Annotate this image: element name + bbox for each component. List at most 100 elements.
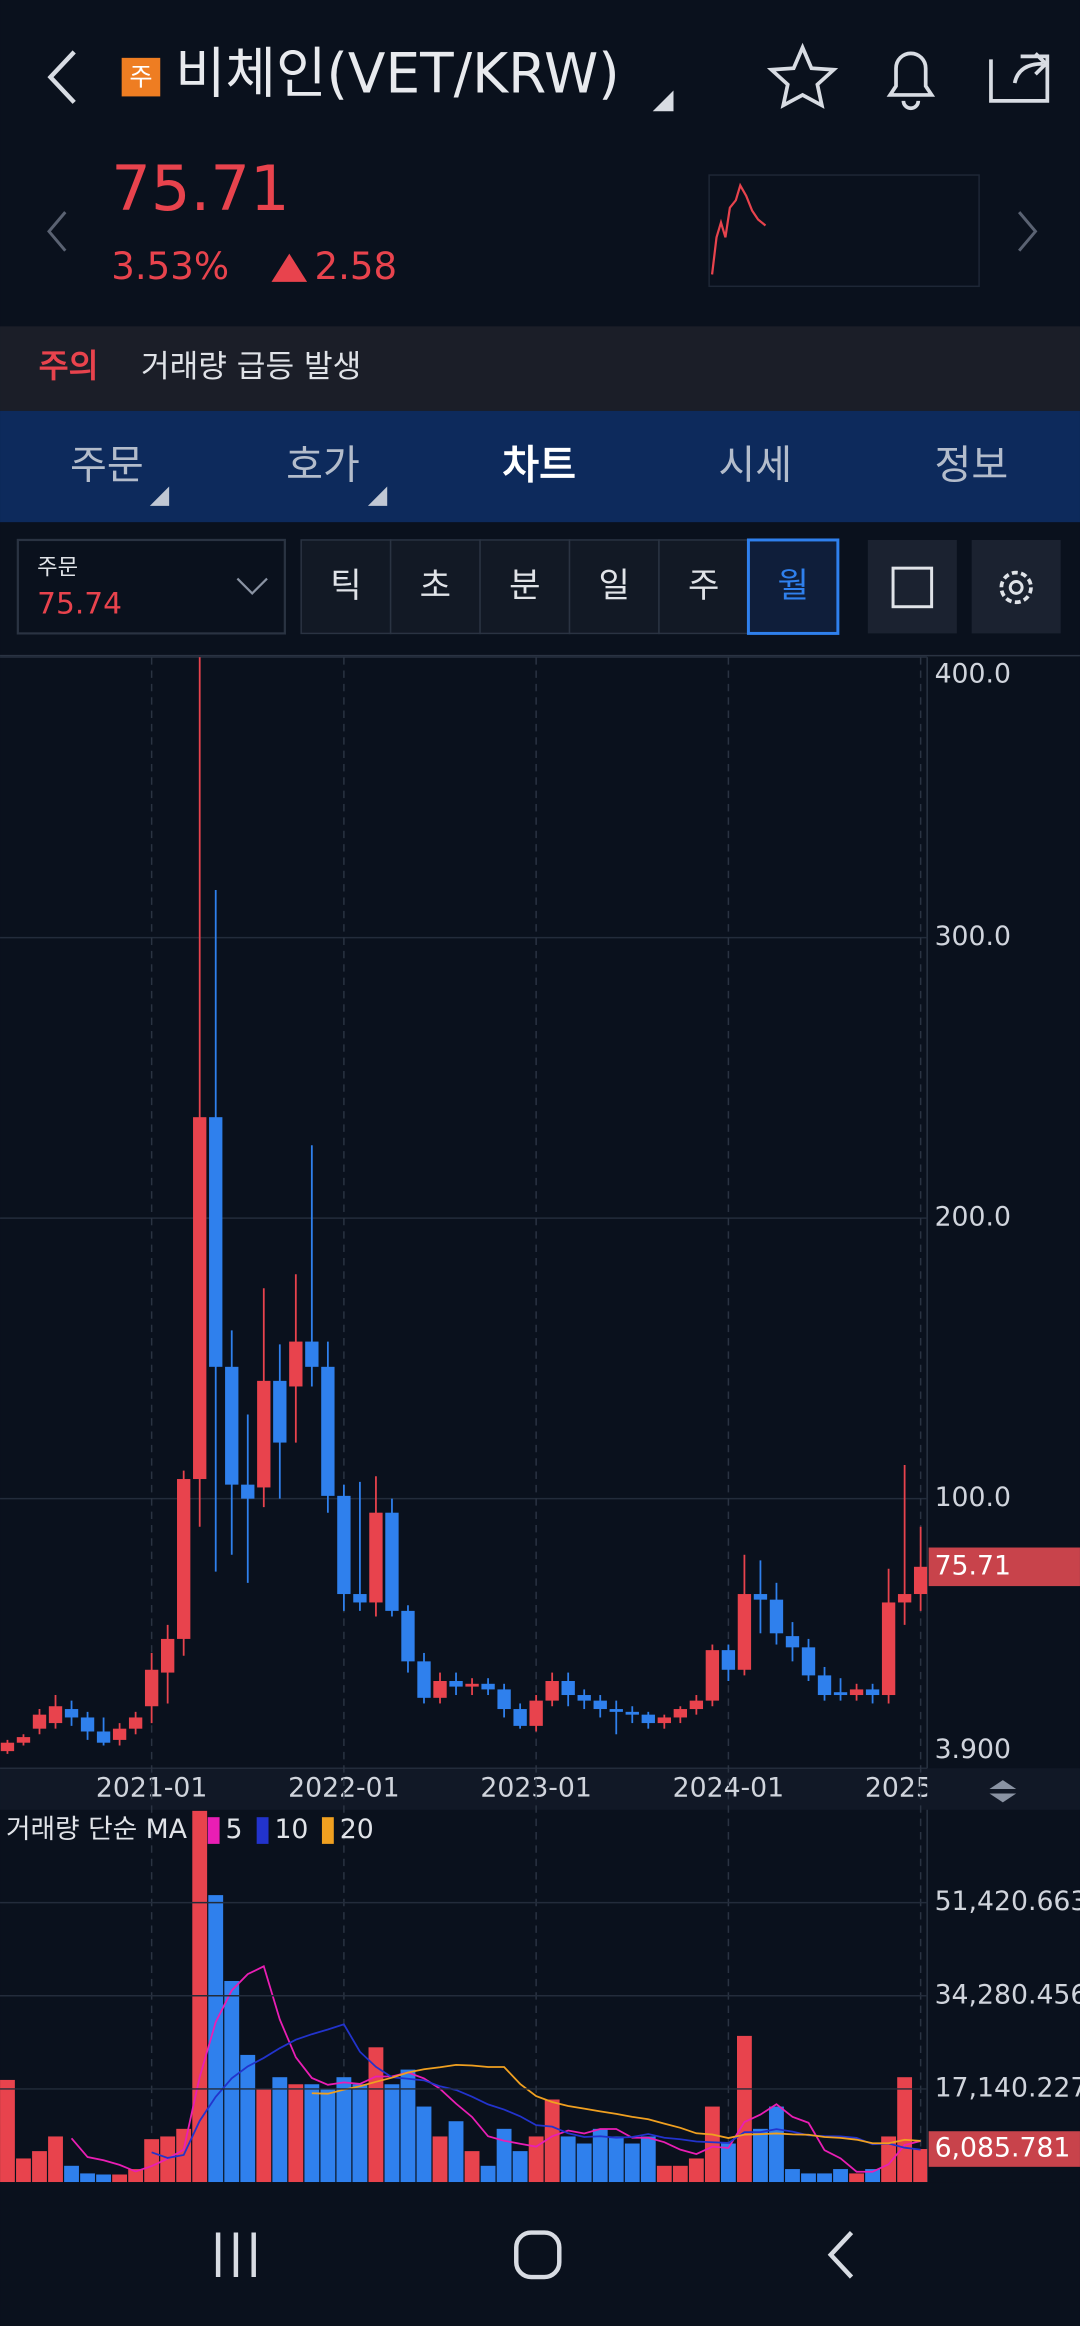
resize-handle[interactable] [989,1780,1017,1803]
volume-bar [496,2128,512,2183]
candle-body [433,1680,447,1698]
candle-body [689,1700,704,1710]
volume-bar [913,2149,928,2183]
settings-icon [999,570,1033,605]
y-tick-label: 200.0 [935,1202,1011,1233]
tab[interactable]: 정보 [935,442,1009,488]
volume-bar [833,2169,848,2183]
volume-bar [897,2077,913,2183]
volume-bar [144,2139,160,2183]
alarm-icon[interactable] [886,51,936,111]
back-button[interactable] [47,50,76,104]
volume-title: 거래량 단순 MA [6,1814,188,1845]
candle-body [337,1495,351,1595]
mini-chart [708,174,980,288]
candle-body [497,1689,511,1710]
recent-apps[interactable] [215,2232,256,2278]
tab[interactable]: 시세 [718,442,792,488]
candle-body [144,1669,159,1707]
candle-body [641,1714,655,1724]
candle-body [913,1566,928,1595]
favorite-icon[interactable] [766,42,839,109]
period-button[interactable] [746,538,840,635]
change: 2.58 [315,245,398,288]
period-button[interactable] [568,539,660,635]
candle-body [593,1700,607,1710]
candle-body [529,1700,543,1726]
y-tick-label: 400.0 [935,658,1011,689]
volume-bar [801,2173,816,2183]
candle-body [289,1341,303,1387]
back-nav[interactable] [827,2231,854,2279]
share-icon[interactable] [989,52,1050,103]
current-price-tag [928,1547,1080,1587]
y-tick-label: 300.0 [935,921,1011,952]
tab[interactable]: 주문 [70,442,144,488]
y-tick-label: 3.900 [935,1734,1011,1765]
period-label: 분 [509,566,540,606]
tab[interactable]: 호가 [286,442,360,488]
volume-bar [736,2035,752,2183]
volume-bar [817,2173,832,2183]
notice-label: 주의 [39,347,99,385]
next-button[interactable] [1018,211,1038,252]
period-button[interactable] [389,539,481,635]
period-button[interactable] [479,539,571,635]
tab[interactable]: 차트 [502,442,576,488]
candle-body [737,1594,752,1670]
candle-body [465,1683,479,1687]
volume-bar [881,2136,897,2183]
period-button[interactable] [300,539,392,635]
volume-bar [272,2077,288,2183]
volume-bar [448,2121,464,2183]
coin-title[interactable]: 비체인(VET/KRW) [175,41,620,105]
period-label: 월 [777,566,808,606]
period-label: 초 [420,566,451,606]
settings-button[interactable] [971,539,1061,634]
candle-body [209,1117,223,1367]
badge [121,57,161,97]
candle-body [160,1638,175,1673]
candle-body [64,1709,79,1718]
volume-bar [432,2136,448,2183]
period-label: 일 [599,566,630,606]
candle-body [112,1728,127,1740]
order-box[interactable] [16,538,286,635]
period-button[interactable] [658,539,750,635]
candle-body [128,1717,143,1729]
y-tick-label: 100.0 [935,1482,1011,1513]
up-arrow [271,253,308,282]
candle-body [32,1714,47,1729]
candle-body [545,1680,559,1701]
draw-button[interactable] [867,539,957,634]
volume-bar [336,2077,352,2183]
candle-body [16,1737,31,1743]
volume-bar [416,2106,432,2183]
candle-body [705,1650,720,1701]
legend-swatch [207,1817,220,1844]
y-tick-label: 17,140.227 [935,2072,1080,2103]
draw-icon [891,566,934,609]
candle-body [353,1594,367,1603]
order-dropdown [236,577,268,595]
candle-body [193,1117,207,1480]
volume-bar [96,2174,111,2183]
volume-bar [672,2165,688,2183]
candle-body [881,1602,896,1696]
current-volume-tag [928,2131,1080,2167]
y-tick-label: 51,420.663 [935,1886,1080,1917]
home-button[interactable] [514,2230,562,2280]
volume-bar [288,2084,304,2183]
volume-bar [785,2169,800,2183]
change-percent: 3.53% [111,245,229,288]
volume-bar [656,2165,672,2183]
current-volume-label: 6,085.781 [935,2133,1071,2164]
volume-bar [320,2089,336,2183]
candle-body [481,1683,495,1690]
prev-button[interactable] [47,211,67,252]
volume-bar [224,1980,240,2183]
candle-body [625,1711,639,1715]
candle-body [241,1484,255,1499]
